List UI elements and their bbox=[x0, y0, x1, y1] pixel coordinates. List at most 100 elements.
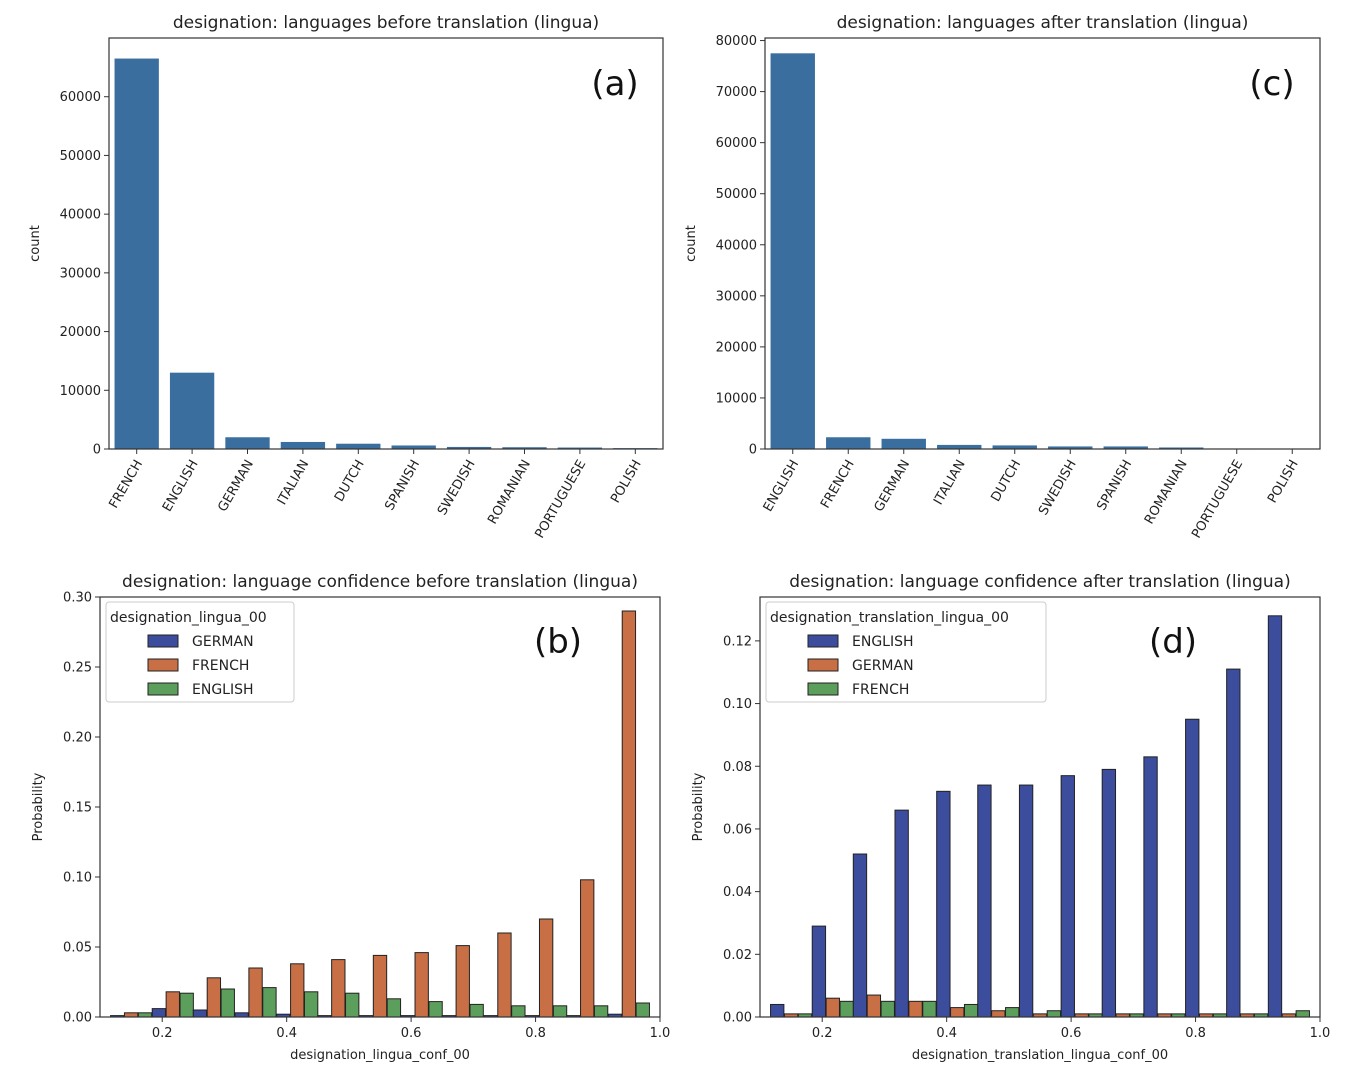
legend-entry-english: ENGLISH bbox=[852, 634, 914, 650]
bar-german bbox=[225, 437, 270, 449]
y-tick-label: 0.15 bbox=[63, 801, 92, 816]
x-tick-label: 0.2 bbox=[812, 1026, 833, 1041]
legend-title: designation_lingua_00 bbox=[110, 610, 267, 626]
x-tick-label: PORTUGUESE bbox=[1189, 458, 1246, 542]
bar-french bbox=[165, 991, 180, 1018]
x-tick-label: DUTCH bbox=[988, 458, 1024, 505]
bar-french bbox=[826, 437, 871, 449]
y-tick-label: 30000 bbox=[716, 289, 757, 304]
x-tick-label: SPANISH bbox=[1094, 458, 1135, 514]
bar-romanian bbox=[502, 447, 547, 449]
legend-entry-english: ENGLISH bbox=[192, 682, 254, 698]
bar-french bbox=[839, 1000, 854, 1018]
x-tick-label: POLISH bbox=[608, 458, 645, 506]
panel-letter: (b) bbox=[534, 622, 582, 662]
y-tick-label: 0.10 bbox=[723, 697, 752, 712]
y-tick-label: 50000 bbox=[716, 187, 757, 202]
bar-french bbox=[1295, 1010, 1310, 1018]
bar-english bbox=[894, 809, 909, 1018]
bar-french bbox=[580, 879, 595, 1018]
y-tick-label: 20000 bbox=[60, 325, 101, 340]
legend: designation_translation_lingua_00 ENGLISH… bbox=[765, 601, 1047, 703]
x-tick-label: ENGLISH bbox=[761, 458, 803, 515]
bar-portuguese bbox=[557, 447, 603, 449]
x-tick-label: DUTCH bbox=[332, 458, 368, 505]
plot-frame bbox=[108, 37, 664, 450]
chart-panel-1: designation: languages after translation… bbox=[684, 13, 1321, 542]
legend-box bbox=[765, 601, 1047, 703]
bar-german bbox=[950, 1007, 965, 1018]
y-tick-label: 0.10 bbox=[63, 871, 92, 886]
y-tick-label: 0 bbox=[93, 443, 101, 458]
y-tick-label: 0.25 bbox=[63, 661, 92, 676]
x-tick-label: GERMAN bbox=[872, 458, 914, 515]
bar-french bbox=[455, 945, 470, 1018]
x-tick-label: SWEDISH bbox=[1036, 458, 1080, 519]
x-tick-label: FRENCH bbox=[107, 458, 147, 512]
bar-english bbox=[852, 853, 868, 1018]
legend-entry-german: GERMAN bbox=[852, 658, 914, 674]
bar-english bbox=[936, 790, 951, 1018]
y-tick-label: 0.00 bbox=[63, 1011, 92, 1026]
bar-english bbox=[469, 1003, 484, 1018]
y-tick-label: 0.20 bbox=[63, 731, 92, 746]
bar-french bbox=[248, 967, 263, 1018]
bar-french bbox=[880, 1000, 895, 1018]
x-tick-label: 0.4 bbox=[936, 1026, 957, 1041]
chart-panel-0: designation: languages before translatio… bbox=[28, 13, 664, 542]
y-tick-label: 40000 bbox=[60, 208, 101, 223]
bar-english bbox=[179, 992, 194, 1018]
plot-frame bbox=[759, 596, 1321, 1018]
bar-english bbox=[137, 1012, 153, 1018]
bar-german bbox=[866, 994, 882, 1018]
bar-german bbox=[234, 1012, 249, 1018]
bar-english bbox=[635, 1002, 650, 1018]
bar-french bbox=[621, 610, 637, 1018]
x-tick-label: 0.8 bbox=[1185, 1026, 1206, 1041]
legend-swatch-german bbox=[807, 658, 839, 672]
panel-letter: (c) bbox=[1249, 64, 1294, 104]
bar-dutch bbox=[336, 443, 381, 449]
bar-french bbox=[538, 918, 554, 1018]
bar-german bbox=[991, 1010, 1006, 1018]
x-tick-label: PORTUGUESE bbox=[532, 458, 589, 542]
bar-italian bbox=[937, 444, 982, 449]
panel-letter: (d) bbox=[1149, 622, 1197, 662]
plot-frame bbox=[764, 37, 1321, 450]
bar-german bbox=[825, 997, 840, 1018]
y-tick-label: 20000 bbox=[716, 340, 757, 355]
x-tick-label: FRENCH bbox=[818, 458, 858, 512]
chart-title: designation: languages before translatio… bbox=[173, 13, 599, 33]
x-tick-label: 1.0 bbox=[1310, 1026, 1331, 1041]
y-tick-label: 10000 bbox=[716, 391, 757, 406]
x-tick-label: 0.6 bbox=[401, 1026, 422, 1041]
legend-swatch-english bbox=[147, 682, 179, 696]
bar-english bbox=[511, 1005, 526, 1018]
bar-french bbox=[372, 954, 388, 1018]
bar-english bbox=[220, 988, 235, 1018]
bar-german bbox=[881, 438, 926, 449]
bar-french bbox=[1005, 1007, 1020, 1018]
x-tick-label: 1.0 bbox=[650, 1026, 671, 1041]
bar-french bbox=[290, 963, 305, 1018]
bar-english bbox=[811, 925, 827, 1018]
legend: designation_lingua_00 GERMAN FRENCH ENGLISH bbox=[105, 601, 295, 703]
bar-spanish bbox=[1103, 446, 1148, 449]
bar-french bbox=[922, 1000, 937, 1018]
x-tick-label: POLISH bbox=[1265, 458, 1302, 506]
y-axis-label: count bbox=[28, 225, 43, 262]
bar-swedish bbox=[446, 446, 492, 449]
bar-german bbox=[192, 1009, 208, 1018]
plot-frame bbox=[99, 596, 661, 1018]
bar-english bbox=[552, 1005, 568, 1018]
chart-panel-2: designation: language confidence before … bbox=[31, 572, 670, 1063]
bar-english bbox=[770, 1003, 785, 1018]
x-axis-label: designation_translation_lingua_conf_00 bbox=[912, 1048, 1168, 1063]
bar-english bbox=[1185, 718, 1200, 1018]
y-tick-label: 10000 bbox=[60, 384, 101, 399]
x-tick-label: ITALIAN bbox=[275, 458, 313, 508]
x-tick-label: SPANISH bbox=[382, 458, 423, 514]
bar-english bbox=[386, 998, 402, 1018]
bar-english bbox=[593, 1005, 609, 1018]
